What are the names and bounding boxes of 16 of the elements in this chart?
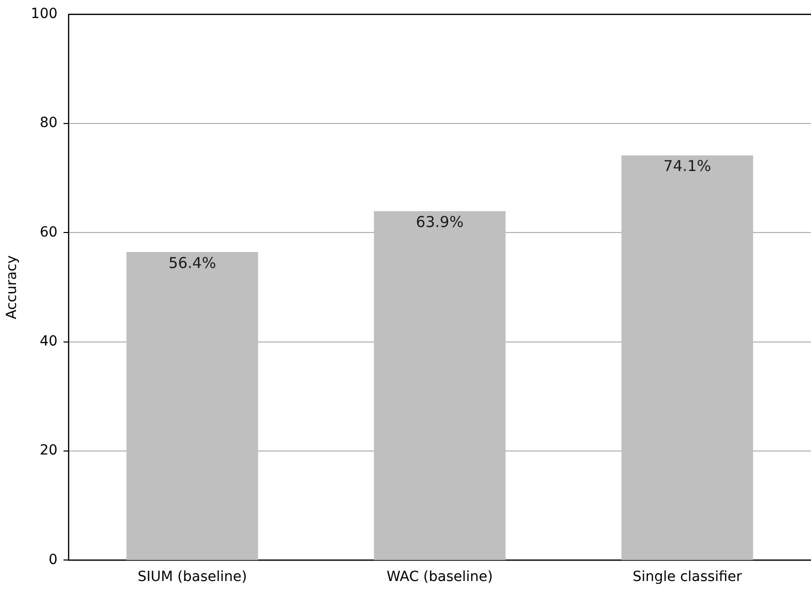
y-tick-label: 100: [30, 6, 58, 22]
y-axis-title: Accuracy: [4, 255, 20, 320]
data-label: 56.4%: [168, 254, 216, 272]
data-label: 63.9%: [416, 212, 464, 231]
bar: [126, 252, 258, 560]
data-label: 74.1%: [663, 157, 712, 176]
bar: [621, 155, 754, 560]
y-tick-label: 60: [40, 224, 58, 240]
x-tick-label: Single classifier: [632, 569, 742, 586]
y-tick-label: 80: [40, 115, 58, 132]
y-tick-label: 40: [40, 334, 58, 350]
x-tick-label: WAC (baseline): [386, 569, 493, 586]
y-tick-label: 20: [40, 442, 58, 459]
bar: [374, 211, 506, 560]
y-tick-label: 0: [48, 552, 58, 568]
x-tick-label: SIUM (baseline): [138, 569, 247, 586]
